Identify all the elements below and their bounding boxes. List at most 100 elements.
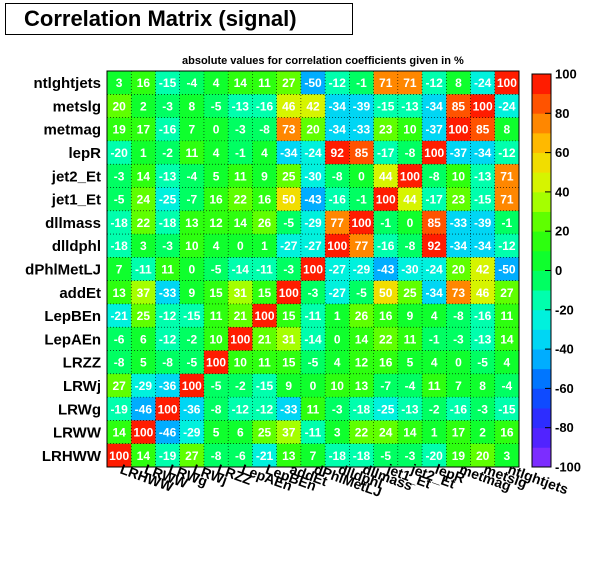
heatmap-cell <box>300 350 326 375</box>
cell-value-label: -18 <box>110 239 128 253</box>
heatmap-cell <box>228 94 253 118</box>
heatmap-cell <box>446 373 471 398</box>
cell-value-label: 1 <box>334 309 341 323</box>
row-label: dlldphl <box>52 238 101 255</box>
heatmap-cell <box>446 443 471 468</box>
cell-value-label: 5 <box>213 426 220 440</box>
heatmap-cell <box>107 234 132 258</box>
cell-value-label: -11 <box>135 263 152 277</box>
cell-value-label: 100 <box>133 426 153 440</box>
heatmap-cell <box>179 397 205 421</box>
cell-value-label: -16 <box>256 99 274 113</box>
heatmap-cell <box>397 397 423 421</box>
heatmap-cell <box>228 443 253 468</box>
cell-value-label: -17 <box>377 146 395 160</box>
cell-value-label: 6 <box>140 332 147 346</box>
heatmap-cell <box>373 117 399 142</box>
cell-value-label: -37 <box>426 123 444 137</box>
heatmap-cell <box>446 303 471 328</box>
row-label: metslg <box>53 98 101 115</box>
heatmap-cell <box>373 303 399 328</box>
heatmap-cell <box>470 164 496 188</box>
cell-value-label: 42 <box>476 263 490 277</box>
color-bar-segment <box>532 408 551 429</box>
cell-value-label: -5 <box>114 193 125 207</box>
cell-value-label: 14 <box>137 169 151 183</box>
cell-value-label: -20 <box>110 146 128 160</box>
cell-value-label: -3 <box>453 332 464 346</box>
heatmap-cell <box>276 71 302 95</box>
cell-value-label: 4 <box>213 76 220 90</box>
cell-value-label: 23 <box>379 123 393 137</box>
heatmap-cell <box>107 140 132 165</box>
heatmap-cell <box>276 443 302 468</box>
heatmap-cell <box>300 280 326 305</box>
heatmap-cell <box>179 117 205 142</box>
heatmap-cell <box>155 94 181 118</box>
color-bar-tick-label: 20 <box>555 224 569 239</box>
heatmap-cell <box>325 164 350 188</box>
cell-value-label: 85 <box>427 216 441 230</box>
cell-value-label: 85 <box>355 146 369 160</box>
cell-value-label: 13 <box>355 379 369 393</box>
heatmap-cell <box>300 94 326 118</box>
cell-value-label: 17 <box>452 426 466 440</box>
heatmap-cell <box>155 420 181 445</box>
heatmap-cell <box>494 373 520 398</box>
heatmap-cell <box>252 443 278 468</box>
cell-value-label: -5 <box>308 356 319 370</box>
heatmap-cell <box>446 164 471 188</box>
heatmap-cell <box>228 373 253 398</box>
heatmap-cell <box>228 420 253 445</box>
heatmap-cell <box>203 350 229 375</box>
heatmap-cell <box>107 397 132 421</box>
cell-value-label: -8 <box>405 239 416 253</box>
cell-value-label: 37 <box>282 426 296 440</box>
heatmap-cell <box>155 303 181 328</box>
heatmap-cell <box>349 420 374 445</box>
color-bar-segment <box>532 290 551 311</box>
cell-value-label: 92 <box>331 146 345 160</box>
cell-value-label: 11 <box>161 263 174 277</box>
cell-value-label: -33 <box>353 123 371 137</box>
cell-value-label: 14 <box>403 426 417 440</box>
cell-value-label: -3 <box>332 402 343 416</box>
cell-value-label: 15 <box>258 286 272 300</box>
heatmap-cells <box>107 71 520 468</box>
color-bar-segment <box>532 74 551 95</box>
heatmap-cell <box>422 280 447 305</box>
cell-value-label: 21 <box>234 309 248 323</box>
heatmap-cell <box>470 117 496 142</box>
heatmap-cell <box>494 443 520 468</box>
heatmap-cell <box>131 443 156 468</box>
heatmap-cell <box>228 187 253 212</box>
heatmap-cell <box>373 350 399 375</box>
cell-value-label: 10 <box>452 169 466 183</box>
cell-value-label: -3 <box>162 239 173 253</box>
heatmap-cell <box>349 443 374 468</box>
heatmap-cell <box>349 71 374 95</box>
cell-value-label: 3 <box>140 239 147 253</box>
row-label: dllmass <box>45 215 101 232</box>
heatmap-cell <box>397 443 423 468</box>
heatmap-cell <box>325 117 350 142</box>
row-label: LRZZ <box>63 355 101 372</box>
cell-value-label: 42 <box>306 99 320 113</box>
heatmap-cell <box>422 327 447 351</box>
cell-value-label: -3 <box>405 449 416 463</box>
heatmap-cell <box>325 71 350 95</box>
row-label: ntlghtjets <box>34 75 102 92</box>
color-bar-segment <box>532 152 551 173</box>
cell-value-label: -19 <box>159 449 177 463</box>
heatmap-cell <box>446 210 471 235</box>
heatmap-cell <box>131 234 156 258</box>
heatmap-cell <box>325 303 350 328</box>
cell-value-label: -27 <box>280 239 298 253</box>
heatmap-cell <box>131 257 156 282</box>
cell-value-label: 15 <box>282 356 296 370</box>
heatmap-cell <box>155 397 181 421</box>
heatmap-cell <box>131 397 156 421</box>
cell-value-label: 11 <box>501 309 514 323</box>
heatmap-cell <box>349 350 374 375</box>
cell-value-label: 1 <box>431 426 438 440</box>
